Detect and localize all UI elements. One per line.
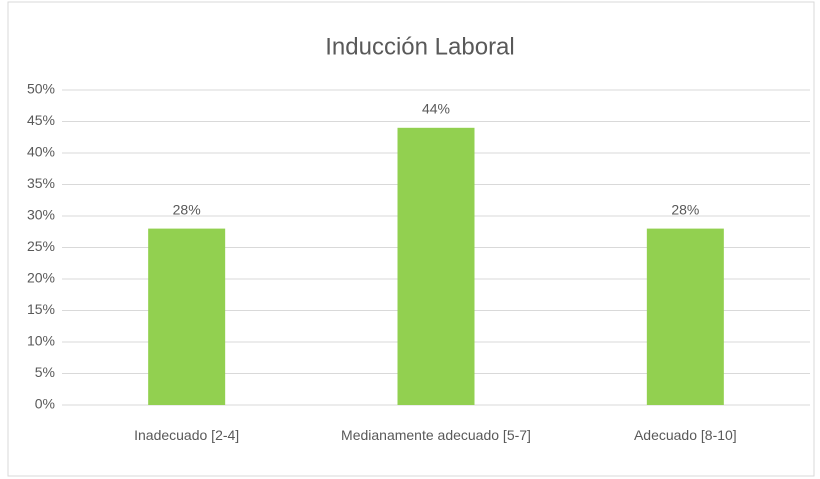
x-tick-label: Inadecuado [2-4]: [134, 427, 240, 443]
y-tick-label: 25%: [27, 238, 55, 254]
y-tick-label: 50%: [27, 81, 55, 97]
x-tick-label: Adecuado [8-10]: [633, 427, 737, 443]
y-tick-label: 5%: [35, 364, 55, 380]
bar: [646, 228, 724, 405]
y-tick-label: 40%: [27, 144, 55, 160]
bar: [397, 127, 475, 406]
data-label: 28%: [671, 201, 699, 217]
bar: [148, 228, 226, 405]
data-label: 28%: [173, 201, 201, 217]
y-tick-label: 30%: [27, 207, 55, 223]
data-label: 44%: [422, 101, 450, 117]
y-tick-label: 35%: [27, 175, 55, 191]
y-tick-label: 10%: [27, 333, 55, 349]
y-tick-label: 15%: [27, 301, 55, 317]
x-tick-label: Medianamente adecuado [5-7]: [341, 427, 531, 443]
y-tick-label: 20%: [27, 270, 55, 286]
chart-title: Inducción Laboral: [325, 33, 514, 60]
y-tick-label: 45%: [27, 112, 55, 128]
y-tick-label: 0%: [35, 396, 55, 412]
